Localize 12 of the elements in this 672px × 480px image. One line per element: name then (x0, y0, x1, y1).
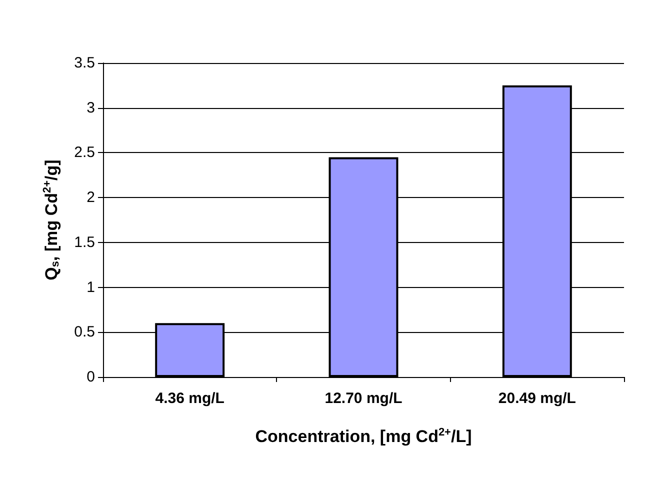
y-tick-label: 0.5 (74, 324, 95, 341)
x-tick-label: 20.49 mg/L (498, 390, 576, 407)
x-tick-label: 12.70 mg/L (324, 390, 402, 407)
y-tick-label: 1.5 (74, 234, 95, 251)
y-tick-label: 3 (86, 99, 95, 116)
y-axis-title: Qs, [mg Cd2+/g] (42, 160, 62, 280)
y-tick-label: 2.5 (74, 144, 95, 162)
y-tick-label: 2 (86, 189, 95, 206)
y-tick-label: 3.5 (74, 54, 95, 72)
x-tick-label: 4.36 mg/L (155, 390, 224, 407)
y-tick-label: 1 (86, 278, 95, 296)
y-tick-label: 0 (86, 368, 95, 386)
